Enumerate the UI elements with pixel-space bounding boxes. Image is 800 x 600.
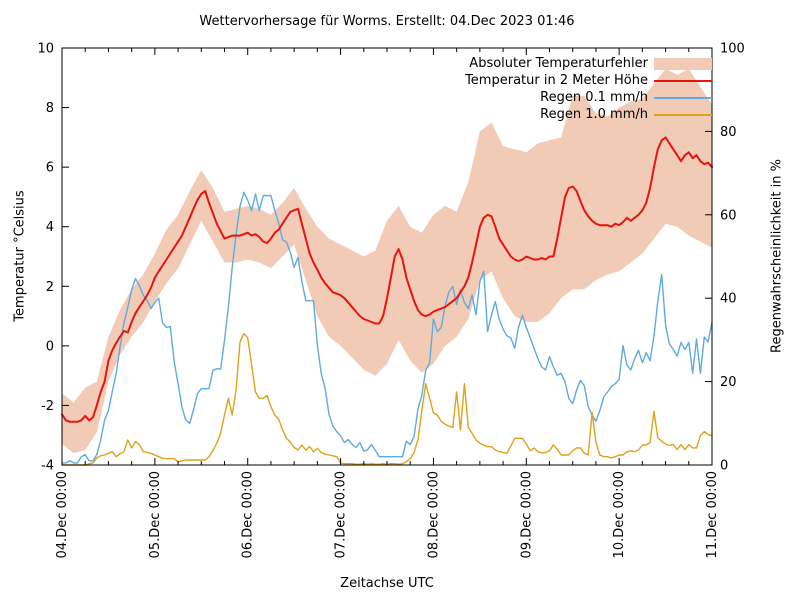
x-tick-label: 04.Dec 00:00 <box>55 471 70 558</box>
y-tick-label-right: 20 <box>720 375 737 390</box>
x-tick-label: 05.Dec 00:00 <box>148 471 163 558</box>
legend-item-rain-01: Regen 0.1 mm/h <box>0 89 712 106</box>
y-tick-label-left: 0 <box>46 339 54 354</box>
y-tick-label-right: 60 <box>720 208 737 223</box>
legend-label: Regen 0.1 mm/h <box>540 90 648 105</box>
legend-item-temperature-error: Absoluter Temperaturfehler <box>0 55 712 72</box>
legend-label: Temperatur in 2 Meter Höhe <box>465 73 648 88</box>
y-tick-label-left: 2 <box>46 280 54 295</box>
y-tick-label-left: 8 <box>46 101 54 116</box>
legend-label: Absoluter Temperaturfehler <box>469 56 648 71</box>
y-tick-label-right: 80 <box>720 125 737 140</box>
x-tick-label: 09.Dec 00:00 <box>519 471 534 558</box>
y-tick-label-left: 6 <box>46 161 54 176</box>
chart-title: Wettervorhersage für Worms. Erstellt: 04… <box>199 14 575 29</box>
band-swatch <box>654 57 712 70</box>
legend: Absoluter Temperaturfehler Temperatur in… <box>0 55 712 123</box>
legend-item-rain-10: Regen 1.0 mm/h <box>0 106 712 123</box>
temperature-error-band <box>62 68 712 454</box>
x-tick-label: 10.Dec 00:00 <box>612 471 627 558</box>
rain-01-line <box>61 191 713 464</box>
y-tick-label-left: 4 <box>46 220 54 235</box>
y-tick-label-left: -2 <box>41 399 54 414</box>
x-axis-label: Zeitachse UTC <box>340 576 434 591</box>
x-tick-label: 07.Dec 00:00 <box>334 471 349 558</box>
temperature-line <box>61 136 713 423</box>
y-tick-label-left: -4 <box>41 459 54 474</box>
x-tick-label: 06.Dec 00:00 <box>241 471 256 558</box>
y-tick-label-right: 0 <box>720 459 728 474</box>
temperature-line-swatch <box>654 79 712 82</box>
legend-item-temperature: Temperatur in 2 Meter Höhe <box>0 72 712 89</box>
rain-01-line-swatch <box>654 96 712 99</box>
x-tick-label: 08.Dec 00:00 <box>426 471 441 558</box>
rain-10-line-swatch <box>654 113 712 116</box>
y-tick-label-left: 10 <box>37 42 54 57</box>
y-tick-label-right: 40 <box>720 292 737 307</box>
y-axis-label-right: Regenwahrscheinlichkeit in % <box>769 159 785 353</box>
y-tick-label-right: 100 <box>720 42 745 57</box>
x-tick-label: 11.Dec 00:00 <box>705 471 720 558</box>
legend-label: Regen 1.0 mm/h <box>540 107 648 122</box>
